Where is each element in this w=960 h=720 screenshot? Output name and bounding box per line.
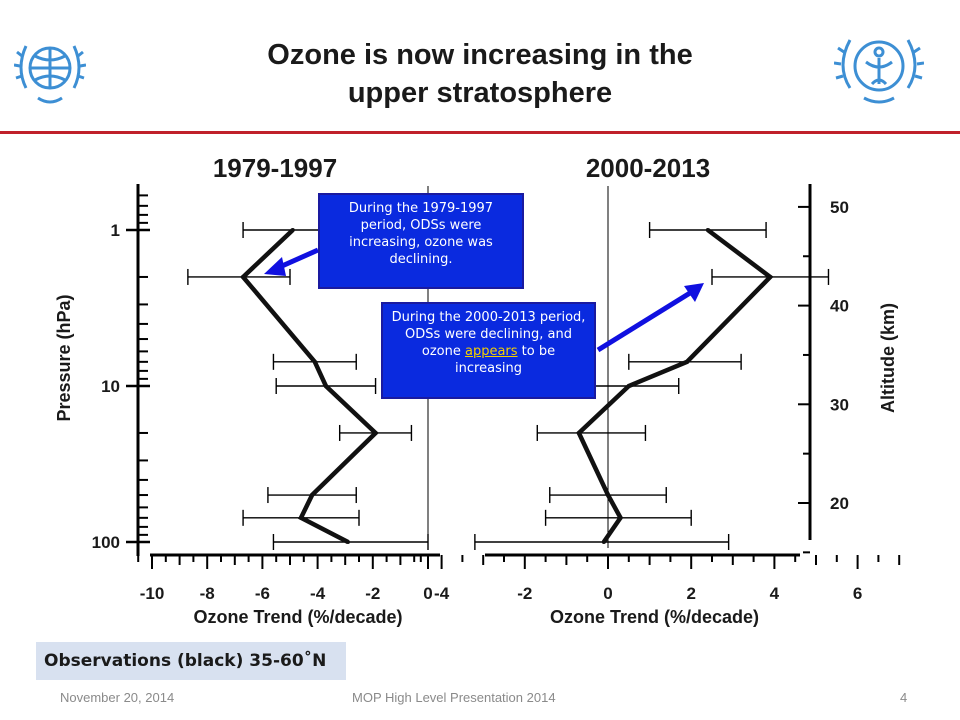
chart-axes: 1 10 100 Pressure (hPa) 20 30 40 50 Altitude (km… [54, 184, 898, 556]
footer-presentation: MOP High Level Presentation 2014 [352, 690, 556, 705]
trend-point-right [705, 228, 710, 232]
x-tick-label-right: 0 [603, 584, 612, 603]
altitude-tick-label: 20 [830, 494, 849, 513]
wmo-logo [13, 28, 87, 113]
trend-point-left [299, 515, 304, 520]
footer-date: November 20, 2014 [60, 690, 175, 705]
trend-point-right [685, 359, 690, 364]
title-divider [0, 131, 960, 134]
page-number: 4 [900, 690, 908, 705]
trend-point-right [576, 430, 581, 435]
observations-label: Observations (black) 35-60˚N [36, 642, 346, 680]
trend-point-right [606, 493, 610, 498]
trend-point-left [310, 493, 315, 498]
trend-point-right [618, 515, 623, 520]
trend-line-left [240, 228, 379, 545]
callout-2000-2013: During the 2000-2013 period, ODSs were d… [381, 302, 596, 399]
x-tick-label-right: -4 [434, 584, 450, 603]
pressure-axis-label: Pressure (hPa) [54, 294, 74, 421]
unep-logo [833, 26, 925, 115]
x-tick-label-left: -8 [200, 584, 215, 603]
trend-point-right [601, 540, 606, 544]
x-tick-label-right: -2 [517, 584, 532, 603]
altitude-tick-label: 30 [830, 395, 849, 414]
x-tick-label-right: 4 [770, 584, 780, 603]
panel-title-right: 2000-2013 [586, 153, 710, 183]
pressure-tick-label: 10 [101, 377, 120, 396]
trend-point-right [626, 384, 631, 388]
x-tick-label-left: -4 [310, 584, 326, 603]
arrow-right-shaft [596, 290, 692, 353]
trend-point-left [290, 228, 295, 232]
pressure-tick-label: 1 [111, 221, 120, 240]
pressure-tick-label: 100 [92, 533, 120, 552]
title-line-1: Ozone is now increasing in the [267, 39, 693, 71]
arrow-left-shaft [280, 247, 320, 269]
trend-point-left [345, 540, 350, 544]
callout-right-text-1: During the 2000-2013 period, ODSs were d… [391, 310, 586, 359]
altitude-axis-label: Altitude (km) [878, 303, 898, 413]
panel-title-left: 1979-1997 [213, 153, 337, 183]
trend-point-left [241, 274, 246, 279]
arrow-right-head [684, 283, 704, 302]
x-tick-label-right: 2 [686, 584, 695, 603]
trend-point-left [323, 384, 328, 388]
x-tick-label-left: 0 [423, 584, 432, 603]
panel-left: -10 -8 -6 -4 -2 0 Ozone Trend (%/decade) 1979-1… [137, 153, 440, 627]
callout-arrows [264, 247, 704, 353]
chart-panels: -10 -8 -6 -4 -2 0 Ozone Trend (%/decade) 1979-1… [137, 153, 901, 627]
altitude-tick-label: 40 [830, 297, 849, 316]
arrow-left-head [264, 257, 286, 276]
trend-point-left [312, 359, 317, 364]
altitude-tick-label: 50 [830, 198, 849, 217]
callout-left-text: During the 1979-1997 period, ODSs were i… [348, 201, 494, 267]
x-tick-label-right: 6 [853, 584, 862, 603]
callout-right-emphasis: appears [464, 344, 518, 359]
callout-right-text-2: to be increasing [455, 344, 556, 376]
trend-point-left [373, 430, 378, 435]
slide-title: Ozone is now increasing in the upper str… [150, 36, 810, 112]
trend-point-right [768, 274, 773, 279]
panel-right: -4 -2 0 2 4 6 Ozone Trend (%/decade) 2000-2013 [419, 153, 901, 627]
x-tick-label-left: -2 [365, 584, 380, 603]
x-axis-label-left: Ozone Trend (%/decade) [193, 607, 402, 627]
x-tick-label-left: -6 [255, 584, 270, 603]
callout-1979-1997: During the 1979-1997 period, ODSs were i… [318, 193, 524, 289]
x-tick-label-left: -10 [140, 584, 165, 603]
trend-line-right [576, 228, 774, 544]
title-line-2: upper stratosphere [347, 77, 613, 109]
x-axis-label-right: Ozone Trend (%/decade) [550, 607, 759, 627]
